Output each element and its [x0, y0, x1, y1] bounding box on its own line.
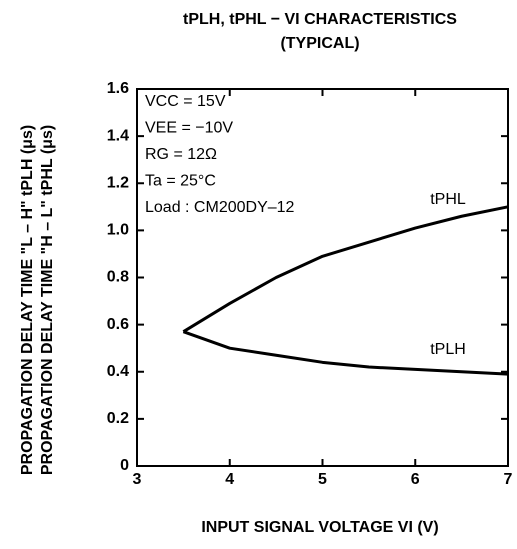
y-tick-label: 0.6 [107, 316, 129, 333]
condition-text: Load : CM200DY–12 [145, 199, 295, 216]
y-tick-label: 1.6 [107, 80, 129, 97]
y-tick-label: 1.0 [107, 222, 129, 239]
series-line [182, 205, 509, 333]
x-tick-label: 5 [318, 471, 327, 488]
condition-text: VCC = 15V [145, 93, 226, 110]
y-tick-label: 1.4 [107, 127, 129, 144]
condition-text: RG = 12Ω [145, 146, 217, 163]
chart-title: tPLH, tPHL − VI CHARACTERISTICS [183, 11, 457, 28]
y-axis-label: PROPAGATION DELAY TIME "L – H" tPLH (μs) [19, 125, 36, 475]
y-tick-label: 0.4 [107, 363, 129, 380]
y-tick-label: 0 [120, 457, 129, 474]
x-tick-label: 7 [504, 471, 513, 488]
series-label: tPLH [430, 341, 466, 358]
x-axis-label: INPUT SIGNAL VOLTAGE VI (V) [201, 519, 438, 536]
y-tick-label: 0.2 [107, 410, 129, 427]
series-label: tPHL [430, 191, 466, 208]
chart-subtitle: (TYPICAL) [280, 35, 359, 52]
x-tick-label: 3 [133, 471, 142, 488]
condition-text: Ta = 25°C [145, 173, 216, 190]
x-tick-label: 4 [225, 471, 234, 488]
x-tick-label: 6 [411, 471, 420, 488]
series-line [182, 330, 509, 376]
y-axis-label: PROPAGATION DELAY TIME "H – L" tPHL (μs) [39, 125, 56, 475]
y-tick-label: 0.8 [107, 269, 129, 286]
condition-text: VEE = −10V [145, 120, 233, 137]
y-tick-label: 1.2 [107, 174, 129, 191]
